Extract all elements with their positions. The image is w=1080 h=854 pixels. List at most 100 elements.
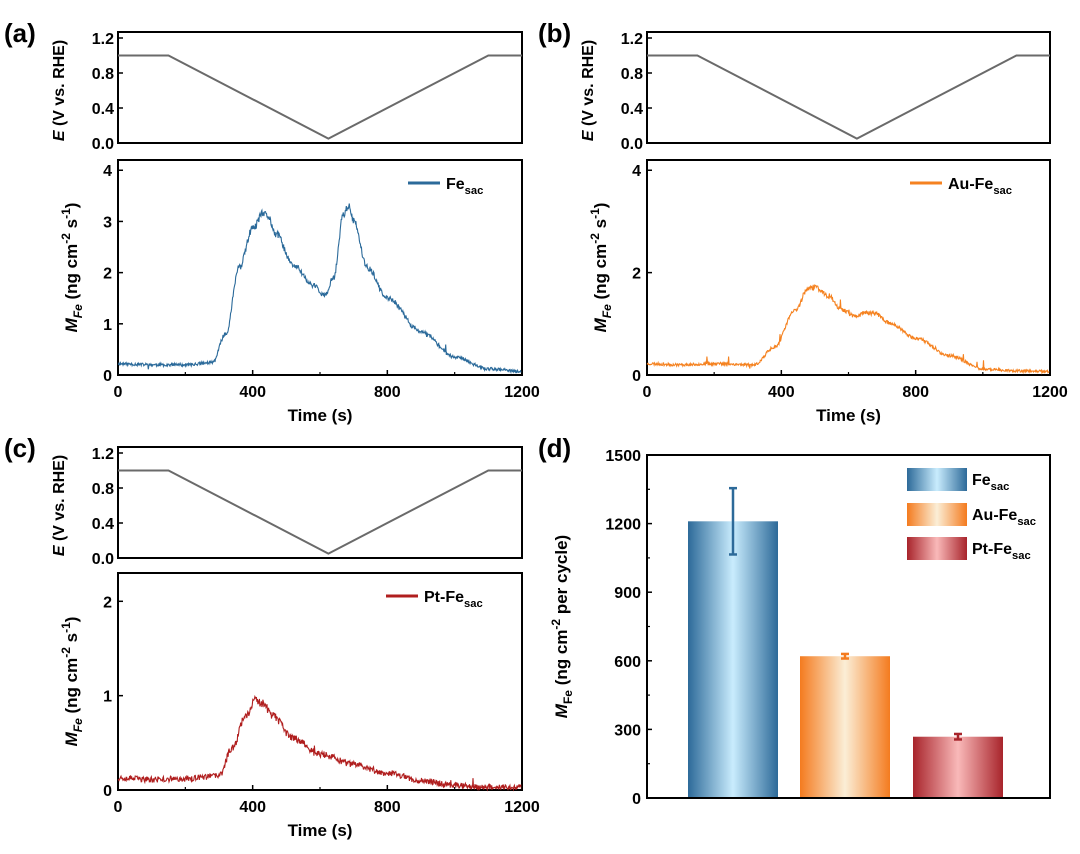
flux-y-tick-label: 2 [632, 266, 641, 283]
flux-y-tick-label: 1 [103, 689, 112, 706]
potential-waveform [118, 54, 522, 140]
y-axis-label: MFe (ng cm-2 s-1) [59, 203, 85, 333]
x-tick-label: 800 [902, 384, 929, 401]
legend-label: Fesac [972, 472, 1009, 493]
legend-swatch [907, 503, 967, 526]
x-tick-label: 800 [374, 384, 401, 401]
x-axis-label: Time (s) [816, 406, 881, 425]
potential-y-tick-label: 0.0 [621, 136, 643, 153]
potential-y-tick-label: 0.0 [92, 136, 114, 153]
potential-axes-frame [117, 446, 523, 559]
y-axis-label: MFe (ng cm-2 s-1) [588, 203, 614, 333]
legend-label-sub: sac [465, 185, 484, 197]
panel-tag: (d) [538, 433, 571, 463]
y-axis-label: MFe (ng cm-2 s-1) [59, 617, 85, 747]
bar-y-tick-label: 1200 [605, 517, 641, 534]
bar-y-tick-label: 1500 [605, 448, 641, 465]
x-tick-label: 0 [643, 384, 652, 401]
bar-y-tick-label: 0 [632, 791, 641, 808]
potential-y-tick-label: 1.2 [92, 31, 114, 48]
panel-tag: (c) [4, 433, 36, 463]
legend-swatch [907, 468, 967, 491]
potential-y-tick-label: 0.4 [92, 516, 114, 533]
bar-fe_sac [688, 521, 778, 798]
potential-waveform [118, 469, 522, 555]
bar-y-tick-label: 900 [614, 585, 641, 602]
flux-y-tick-label: 0 [103, 368, 112, 385]
bar-y-tick-label: 600 [614, 654, 641, 671]
x-tick-label: 1200 [1032, 384, 1068, 401]
x-axis-label: Time (s) [288, 821, 353, 840]
flux-y-tick-label: 4 [632, 163, 641, 180]
panel-d: (d) 0 300 600 900 1200 1500 MFe (ng cm-2 per cy… [538, 433, 1051, 808]
potential-y-tick-label: 0.0 [92, 551, 114, 568]
legend-label: Pt-Fesac [972, 541, 1031, 562]
x-tick-label: 800 [374, 799, 401, 816]
potential-y-tick-label: 0.8 [92, 66, 114, 83]
flux-y-tick-label: 2 [103, 266, 112, 283]
svg-text:E (V vs. RHE): E (V vs. RHE) [51, 40, 68, 141]
legend-label-main: Pt-Fe [424, 589, 464, 606]
svg-text:MFe (ng cm-2 s-1): MFe (ng cm-2 s-1) [59, 203, 85, 333]
flux-y-tick-label: 4 [103, 163, 112, 180]
legend-label: Au-Fesac [948, 176, 1012, 197]
y-axis-label: MFe (ng cm-2 per cycle) [549, 535, 575, 718]
potential-y-tick-label: 0.4 [92, 101, 114, 118]
x-tick-label: 0 [114, 799, 123, 816]
legend-label-sub: sac [464, 598, 483, 610]
svg-text:E (V vs. RHE): E (V vs. RHE) [580, 40, 597, 141]
series-line-au-fe_sac [646, 284, 1051, 375]
flux-y-tick-label: 3 [103, 214, 112, 231]
panel-tag: (a) [4, 18, 36, 48]
legend-label-sub: sac [993, 185, 1012, 197]
potential-y-tick-label: 1.2 [621, 31, 643, 48]
panel-c: (c) 0.0 0.4 0.8 1.2 E (V vs. RHE) 0 1 2 0 400 800 12… [4, 433, 540, 840]
flux-y-tick-label: 2 [103, 594, 112, 611]
legend-label-sub: sac [1017, 516, 1036, 528]
svg-text:MFe (ng cm-2 s-1): MFe (ng cm-2 s-1) [59, 617, 85, 747]
potential-waveform [647, 54, 1050, 140]
potential-y-tick-label: 0.4 [621, 101, 643, 118]
potential-axes-frame [117, 31, 523, 144]
x-axis-label: Time (s) [288, 406, 353, 425]
potential-axes-frame [646, 31, 1051, 144]
potential-y-tick-label: 0.8 [621, 66, 643, 83]
svg-text:MFe (ng cm-2 per cycle): MFe (ng cm-2 per cycle) [549, 535, 575, 718]
x-tick-label: 1200 [504, 799, 540, 816]
legend-swatch [907, 537, 967, 560]
legend-label-sub: sac [1012, 550, 1031, 562]
x-tick-label: 0 [114, 384, 123, 401]
bar-y-tick-label: 300 [614, 722, 641, 739]
panel-tag: (b) [538, 18, 571, 48]
legend-label: Au-Fesac [972, 507, 1036, 528]
potential-y-label: E (V vs. RHE) [51, 455, 68, 556]
legend-label: Pt-Fesac [424, 589, 483, 610]
x-tick-label: 400 [768, 384, 795, 401]
svg-text:E (V vs. RHE): E (V vs. RHE) [51, 455, 68, 556]
legend-label-main: Au-Fe [948, 176, 993, 193]
x-tick-label: 400 [239, 384, 266, 401]
legend-label-main: Fe [972, 472, 991, 489]
legend-label-main: Au-Fe [972, 507, 1017, 524]
bar-pt-fe_sac [913, 736, 1003, 798]
potential-y-label: E (V vs. RHE) [580, 40, 597, 141]
panel-b: (b) 0.0 0.4 0.8 1.2 E (V vs. RHE) 0 2 4 0 400 800 12… [538, 18, 1068, 425]
panel-a: (a) 0.0 0.4 0.8 1.2 E (V vs. RHE) 0 1 2 3 4 0 400 800… [4, 18, 540, 425]
potential-y-tick-label: 0.8 [92, 481, 114, 498]
flux-y-tick-label: 0 [103, 783, 112, 800]
potential-y-label: E (V vs. RHE) [51, 40, 68, 141]
legend-label-main: Fe [446, 176, 465, 193]
legend-label: Fesac [446, 176, 483, 197]
svg-text:MFe (ng cm-2 s-1): MFe (ng cm-2 s-1) [588, 203, 614, 333]
bar-au-fe_sac [800, 656, 890, 798]
x-tick-label: 1200 [504, 384, 540, 401]
series-line-pt-fe_sac [117, 694, 523, 792]
legend-label-sub: sac [991, 481, 1010, 493]
legend-label-main: Pt-Fe [972, 541, 1012, 558]
flux-y-tick-label: 1 [103, 317, 112, 334]
x-tick-label: 400 [239, 799, 266, 816]
flux-y-tick-label: 0 [632, 368, 641, 385]
series-line-fe_sac [117, 203, 523, 375]
potential-y-tick-label: 1.2 [92, 446, 114, 463]
